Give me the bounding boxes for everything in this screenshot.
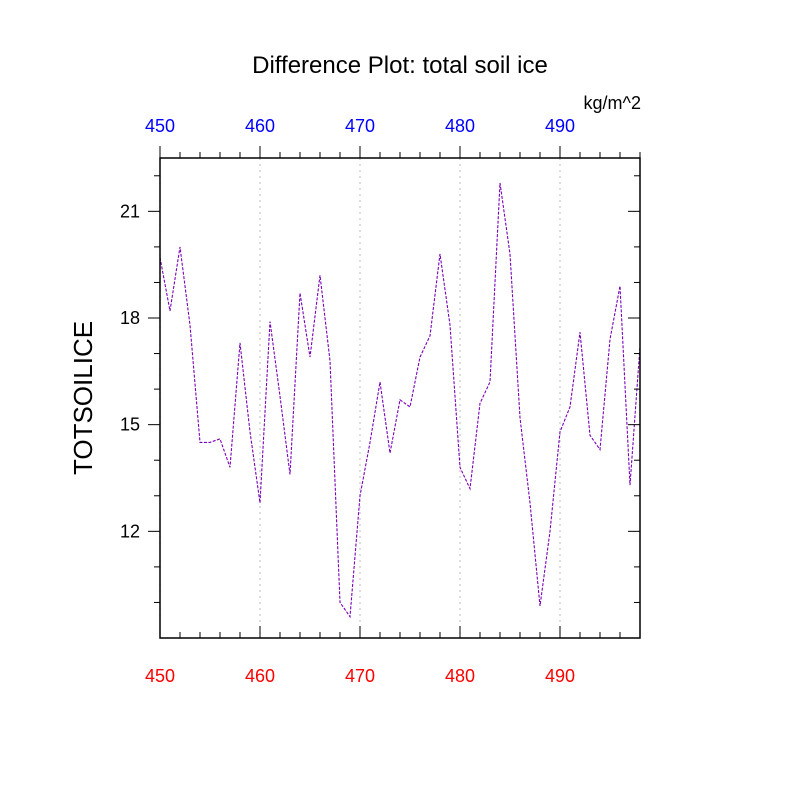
- y-axis-label: TOTSOILICE: [68, 321, 98, 475]
- tick-labels: 450 450 460 460 470 470 480 480 490 490 12 15 18 21: [120, 116, 575, 686]
- series-layer: [159, 182, 641, 619]
- units-label: kg/m^2: [584, 93, 641, 113]
- x-tick-label-top: 490: [545, 116, 575, 136]
- plot-frame: [159, 157, 641, 639]
- series-line: [159, 182, 641, 619]
- grid-lines: [159, 158, 561, 638]
- chart-title: Difference Plot: total soil ice: [252, 52, 548, 79]
- x-tick-label-bottom: 490: [545, 666, 575, 686]
- axis-ticks: [148, 146, 641, 638]
- y-tick-label: 12: [120, 521, 140, 541]
- x-tick-label-top: 480: [445, 116, 475, 136]
- x-tick-label-top: 460: [245, 116, 275, 136]
- x-tick-label-bottom: 460: [245, 666, 275, 686]
- x-tick-label-bottom: 480: [445, 666, 475, 686]
- x-tick-label-bottom: 470: [345, 666, 375, 686]
- x-tick-label-top: 470: [345, 116, 375, 136]
- x-tick-label-top: 450: [145, 116, 175, 136]
- x-tick-label-bottom: 450: [145, 666, 175, 686]
- y-tick-label: 18: [120, 308, 140, 328]
- y-tick-label: 15: [120, 415, 140, 435]
- y-tick-label: 21: [120, 201, 140, 221]
